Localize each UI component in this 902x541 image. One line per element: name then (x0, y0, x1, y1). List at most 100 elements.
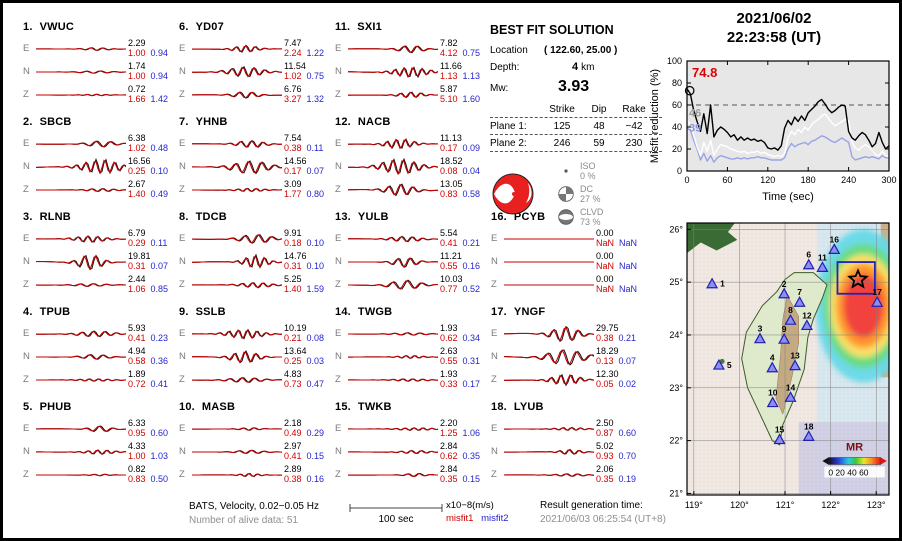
channel-label: E (491, 423, 498, 434)
station-code: TPUB (39, 306, 71, 318)
amplitude-values: 7.47 2.24 1.22 (284, 38, 324, 59)
peak-value: 5.93 (128, 323, 146, 333)
clvd-beachball-icon (558, 209, 574, 225)
misfit-values: 0.83 0.58 (440, 189, 480, 200)
dc-label: DC (580, 184, 593, 194)
x-axis-label: Time (sec) (762, 191, 814, 203)
station-code: SXI1 (357, 21, 382, 33)
map-station-marker: 5 (712, 358, 732, 370)
misfit2-value: 0.94 (150, 70, 169, 81)
misfit1-value: 0.35 (596, 473, 614, 484)
amplitude-values: 5.25 1.40 1.59 (284, 274, 324, 294)
channel-row: N 16.56 0.25 0.10 (23, 155, 179, 178)
misfit2-value: 0.08 (306, 332, 325, 343)
peak-value: 11.54 (284, 61, 306, 71)
station-map-number: 17 (872, 287, 882, 297)
plane2-rake: 230 (625, 138, 643, 149)
synthetic-trace (348, 138, 438, 149)
channel-row: Z 10.03 0.77 0.52 (335, 273, 491, 296)
misfit1-value: 1.00 (128, 450, 146, 461)
channel-row: Z 2.89 0.38 0.16 (179, 463, 335, 486)
channel-label: Z (335, 469, 341, 480)
channel-row: E 2.18 0.49 0.29 (179, 417, 335, 440)
channel-row: E 6.79 0.29 0.11 (23, 227, 179, 250)
dc-percent: 27 % (580, 194, 601, 204)
dc-beachball-icon (558, 186, 574, 202)
misfit-series-black (686, 88, 890, 151)
map-station-marker: 18 (802, 421, 815, 441)
channel-label: N (179, 446, 186, 457)
amplitude-values: 0.82 0.83 0.50 (128, 464, 168, 484)
channel-label: N (23, 66, 30, 77)
synthetic-trace (36, 330, 126, 337)
amplitude-values: 13.64 0.25 0.03 (284, 346, 324, 366)
misfit1-value: 0.25 (128, 165, 146, 176)
peak-value: 11.13 (440, 133, 462, 143)
misfit-values: 0.33 0.17 (440, 379, 480, 390)
channel-label: Z (179, 469, 185, 480)
fault-plane-table: Strike Dip Rake Plane 1: 125 48 −42 Plan… (490, 101, 662, 152)
amplitude-values: 14.76 0.31 0.10 (284, 251, 324, 271)
col-dip: Dip (591, 104, 607, 115)
station-triangle-icon (793, 295, 806, 307)
waveform-trace (192, 449, 282, 454)
station-triangle-icon (753, 332, 766, 344)
station-map-number: 1 (720, 279, 725, 289)
amplitude-values: 5.54 0.41 0.21 (440, 228, 480, 248)
channel-label: E (23, 423, 30, 434)
station-header: 6. YD07 (179, 21, 335, 37)
map-station-marker: 11 (816, 252, 829, 272)
peak-value: 0.00 (596, 251, 614, 261)
channel-label: E (23, 328, 30, 339)
amplitude-values: 11.21 0.55 0.16 (440, 251, 480, 271)
misfit1-value: 0.25 (284, 355, 302, 366)
channel-label: Z (179, 279, 185, 290)
misfit1-value: 4.12 (440, 47, 458, 58)
station-block: 5. PHUB E 6.33 0.95 0.60 N 4.33 1.00 1.03 Z 0.82 0.8… (23, 401, 179, 496)
amplitude-values: 6.79 0.29 0.11 (128, 228, 167, 248)
station-block: 3. RLNB E 6.79 0.29 0.11 N 19.81 0.31 0.07 Z 2.44 1.… (23, 211, 179, 306)
channel-row: Z 6.76 3.27 1.32 (179, 83, 335, 106)
epicenter-search-box (836, 261, 876, 295)
map-station-marker: 2 (778, 279, 791, 299)
misfit-values: 2.24 1.22 (284, 48, 324, 59)
misfit2-value: 0.75 (306, 70, 325, 81)
waveform-column-4: 16. PCYB E 0.00 NaN NaN N 0.00 NaN NaN Z 0.00 NaN NaN… (491, 21, 647, 496)
waveform-trace (348, 331, 438, 336)
dc-component: DC 27 % (558, 184, 603, 204)
misfit1-value: 1.40 (284, 283, 302, 294)
misfit1-value: 1.40 (128, 188, 146, 199)
channel-label: N (179, 66, 186, 77)
waveform-trace (504, 348, 594, 366)
station-number: 3. (23, 211, 33, 223)
waveform-trace (504, 426, 594, 431)
station-triangle-icon (802, 258, 815, 270)
lat-tick-label: 25° (669, 277, 683, 287)
misfit-values: 0.72 0.41 (128, 379, 168, 390)
channel-row: E 9.91 0.18 0.10 (179, 227, 335, 250)
station-block: 10. MASB E 2.18 0.49 0.29 N 2.97 0.41 0.15 Z 2.89 0.… (179, 401, 335, 496)
station-code: PHUB (39, 401, 72, 413)
misfit1-value: 0.31 (128, 260, 146, 271)
misfit2-value: 0.19 (618, 473, 637, 484)
misfit1-legend-label: misfit1 (446, 513, 474, 524)
waveform-trace (504, 325, 594, 342)
amplitude-values: 11.66 1.13 1.13 (440, 61, 480, 81)
channel-label: N (335, 351, 342, 362)
synthetic-trace (192, 472, 282, 477)
channel-row: N 11.21 0.55 0.16 (335, 250, 491, 273)
channel-label: N (179, 256, 186, 267)
station-code: MASB (201, 401, 236, 413)
event-title: 2021/06/02 22:23:58 (UT) (651, 9, 897, 47)
station-block: 18. LYUB E 2.50 0.87 0.60 N 5.02 0.93 0.70 Z 2.06 0.… (491, 401, 647, 496)
amplitude-values: 3.09 1.77 0.80 (284, 179, 324, 199)
misfit1-value: 0.38 (284, 473, 302, 484)
waveform-trace (192, 233, 282, 244)
misfit-values: 0.77 0.52 (440, 284, 480, 295)
channel-label: Z (23, 184, 29, 195)
waveform-trace (36, 448, 126, 455)
station-header: 13. YULB (335, 211, 491, 227)
misfit2-value: NaN (619, 237, 638, 248)
amplitude-values: 7.54 0.38 0.11 (284, 133, 323, 153)
misfit2-value: 0.15 (462, 473, 481, 484)
